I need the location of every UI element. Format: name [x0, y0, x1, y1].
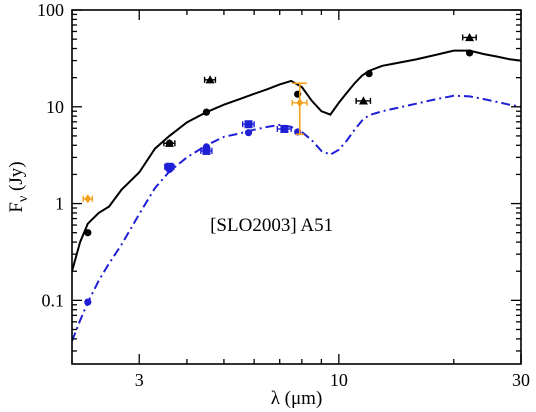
y-tick-label: 0.1: [42, 290, 65, 310]
model-curves: [72, 49, 521, 342]
y-axis-title-main: F: [6, 202, 27, 213]
obs-square-blue: [244, 120, 253, 129]
y-axis-title-sub: ν: [16, 196, 31, 202]
y-tick-label: 100: [37, 0, 64, 20]
obs-triangle-black: [465, 32, 475, 42]
model-point-blue: [84, 298, 92, 306]
model-point-black: [365, 70, 373, 78]
model-curve-solid: [72, 49, 521, 272]
obs-diamond-orange: [296, 98, 304, 108]
y-axis-title: Fν (Jy): [6, 161, 31, 212]
x-tick-label: 30: [512, 370, 530, 390]
y-axis-title-unit: (Jy): [6, 161, 27, 195]
obs-triangle-black: [164, 138, 174, 147]
axis-ticks: [71, 9, 522, 364]
obs-triangle-black: [205, 75, 215, 84]
x-tick-label: 3: [135, 370, 144, 390]
y-tick-label: 10: [46, 97, 64, 117]
x-tick-label: 10: [330, 370, 348, 390]
obs-square-blue: [280, 124, 289, 133]
obs-diamond-orange: [84, 194, 92, 204]
model-point-black: [465, 49, 474, 57]
model-point-blue: [244, 129, 253, 137]
x-axis-title: λ (μm): [271, 388, 323, 409]
model-point-black: [84, 229, 92, 237]
obs-square-blue: [165, 162, 174, 171]
tick-labels: 3 10 30 0.1 1 10 100: [37, 0, 530, 390]
y-tick-label: 1: [55, 194, 64, 214]
plot-area: [72, 32, 521, 342]
chart-annotation: [SLO2003] A51: [210, 215, 333, 236]
obs-square-blue: [202, 146, 211, 155]
model-point-black: [202, 108, 211, 116]
model-curve-dashdot: [72, 94, 521, 342]
plot-frame: [71, 9, 522, 365]
obs-triangle-black: [358, 96, 368, 105]
